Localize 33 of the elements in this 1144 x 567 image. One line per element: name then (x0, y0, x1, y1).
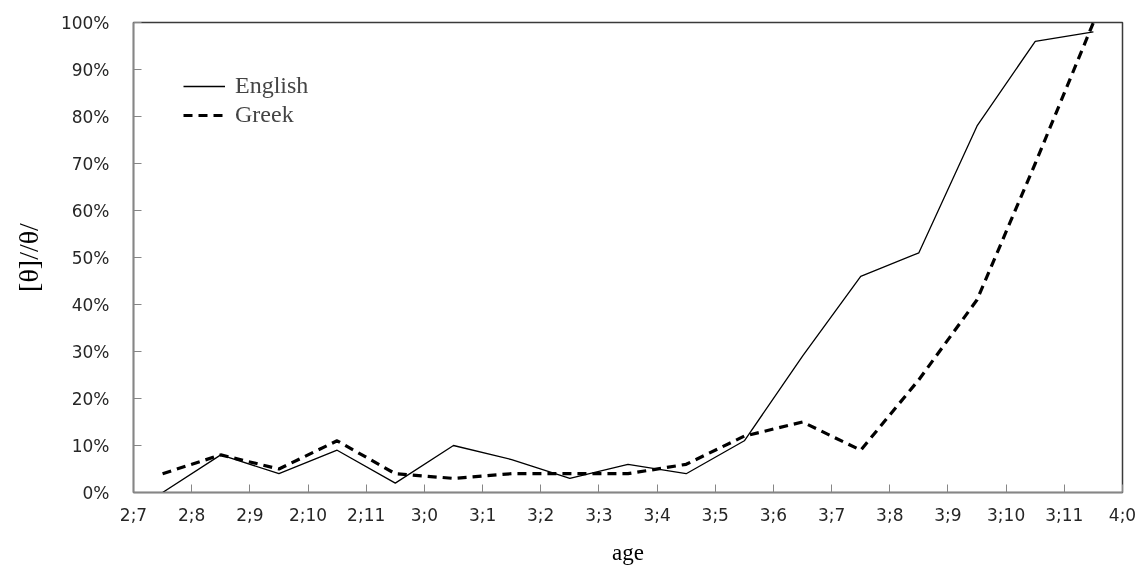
y-tick-label: 20% (71, 388, 110, 409)
x-tick-label: 3;1 (468, 504, 497, 525)
x-tick-label: 3;6 (759, 504, 788, 525)
x-tick-label: 3;10 (987, 504, 1026, 525)
x-tick-label: 2;10 (288, 504, 328, 525)
x-tick-label: 3;5 (701, 504, 729, 525)
y-tick-label: 0% (82, 482, 110, 503)
y-tick-label: 70% (71, 153, 110, 174)
y-tick-label: 10% (71, 435, 110, 456)
y-tick-label: 100% (60, 12, 110, 33)
legend-label: Greek (235, 101, 294, 128)
x-tick-label: 3;0 (410, 504, 439, 525)
x-tick-label: 2;8 (178, 504, 206, 525)
x-tick-label: 2;11 (347, 504, 386, 525)
x-tick-label: 4;0 (1108, 504, 1137, 525)
y-tick-label: 90% (71, 59, 110, 80)
x-tick-label: 3;2 (527, 504, 555, 525)
x-tick-label: 2;7 (119, 504, 148, 525)
x-tick-label: 3;4 (643, 504, 671, 525)
x-tick-label: 3;3 (585, 504, 613, 525)
y-tick-label: 60% (71, 200, 110, 221)
x-tick-label: 2;9 (236, 504, 264, 525)
legend-label: English (235, 72, 309, 99)
x-tick-label: 3;9 (934, 504, 962, 525)
x-tick-label: 3;8 (876, 504, 904, 525)
y-tick-label: 40% (71, 294, 110, 315)
y-tick-label: 50% (71, 247, 110, 268)
x-axis-title: age (612, 539, 644, 565)
x-tick-label: 3;7 (817, 504, 846, 525)
y-axis-title: [θ]//θ/ (12, 222, 44, 292)
y-tick-label: 30% (71, 341, 110, 362)
y-tick-label: 80% (71, 106, 110, 127)
x-tick-label: 3;11 (1045, 504, 1084, 525)
